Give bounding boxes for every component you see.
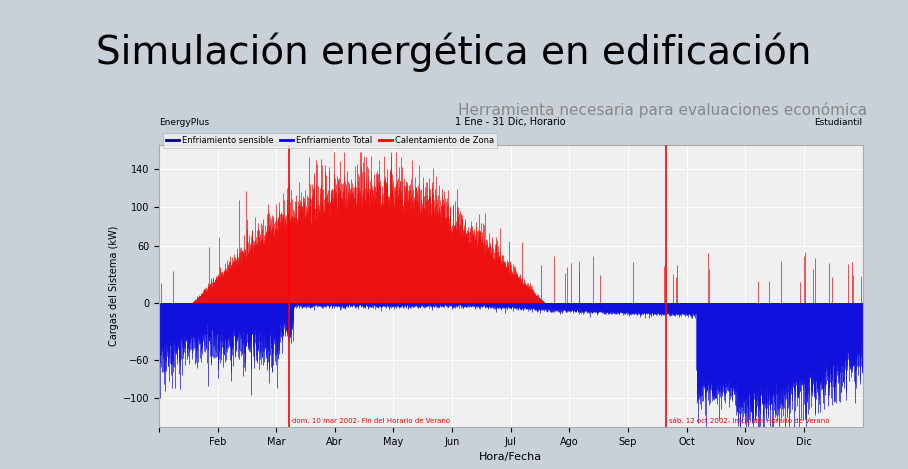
Text: 1 Ene - 31 Dic, Horario: 1 Ene - 31 Dic, Horario xyxy=(456,117,566,127)
Text: EnergyPlus: EnergyPlus xyxy=(159,118,209,127)
Y-axis label: Cargas del Sistema (kW): Cargas del Sistema (kW) xyxy=(109,226,119,346)
Text: Estudiantil: Estudiantil xyxy=(814,118,863,127)
Text: dom. 10 mar 2002- Fin del Horario de Verano: dom. 10 mar 2002- Fin del Horario de Ver… xyxy=(292,418,450,424)
X-axis label: Hora/Fecha: Hora/Fecha xyxy=(479,452,542,462)
Text: Herramienta necesaria para evaluaciones económica: Herramienta necesaria para evaluaciones … xyxy=(459,102,867,119)
Legend: Enfriamiento sensible, Enfriamiento Total, Calentamiento de Zona: Enfriamiento sensible, Enfriamiento Tota… xyxy=(163,133,498,148)
Text: sáb. 12 oct 2002- Inicio del Horario de Verano: sáb. 12 oct 2002- Inicio del Horario de … xyxy=(669,418,829,424)
Text: Simulación energética en edificación: Simulación energética en edificación xyxy=(96,33,812,72)
